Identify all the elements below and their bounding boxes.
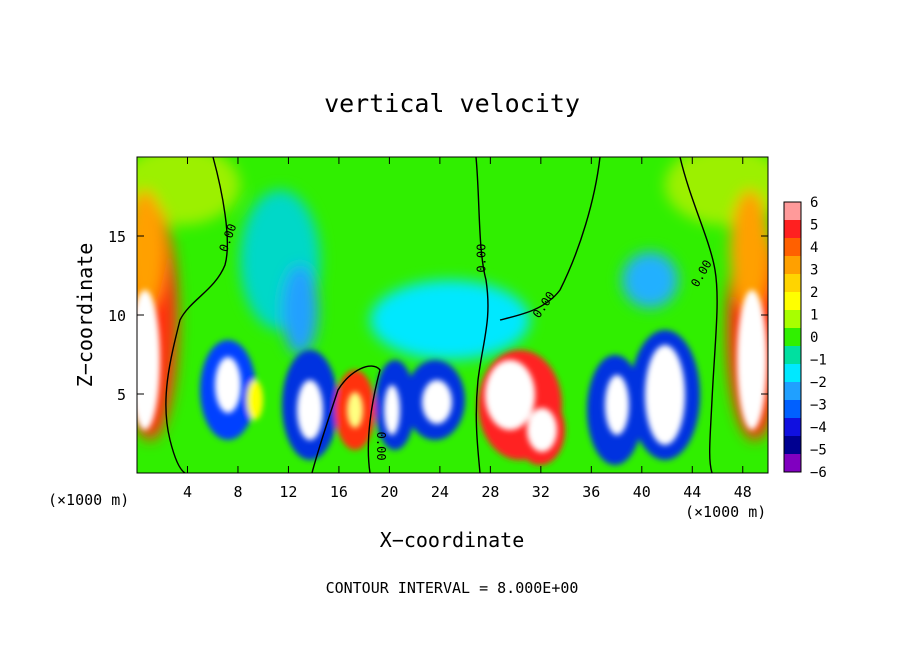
x-axis: 4 8 12 16 20 24 28 32 36 40 44 48 [183,157,752,501]
x-unit-right: (×1000 m) [685,503,766,521]
x-tick-label: 12 [279,483,297,501]
colorbar-swatch [784,256,801,275]
y-axis-label: Z−coordinate [73,243,97,388]
y-tick-label: 15 [108,228,126,246]
colorbar-swatch [784,436,801,455]
contour-label: 0.00 [474,244,488,273]
colorbar-swatch [784,418,801,437]
contour-label: 0.00 [374,432,388,461]
colorbar-swatch [784,400,801,419]
x-tick-label: 32 [532,483,550,501]
x-tick-label: 44 [683,483,701,501]
colorbar-tick-label: −6 [810,465,827,481]
colorbar-swatch [784,382,801,401]
colorbar-swatch [784,274,801,293]
x-tick-label: 24 [431,483,449,501]
x-tick-label: 28 [481,483,499,501]
colorbar-swatch [784,310,801,329]
colorbar-frame [783,201,802,473]
x-tick-label: 8 [233,483,242,501]
colorbar-swatch [784,220,801,239]
colorbar-tick-label: −1 [810,353,827,369]
colorbar-swatch [784,364,801,383]
colorbar: 6 5 4 3 2 1 0 −1 −2 −3 −4 −5 −6 [783,195,827,481]
colorbar-tick-label: 1 [810,308,818,324]
x-axis-label: X−coordinate [380,528,525,552]
colorbar-tick-label: −5 [810,443,827,459]
y-tick-label: 5 [117,386,126,404]
x-tick-label: 36 [582,483,600,501]
colorbar-tick-label: 5 [810,218,818,234]
contour-interval-note: CONTOUR INTERVAL = 8.000E+00 [326,579,579,597]
colorbar-swatch [784,346,801,365]
colorbar-tick-label: −3 [810,398,827,414]
x-unit-left: (×1000 m) [48,491,129,509]
colorbar-swatch [784,292,801,311]
colorbar-tick-label: 4 [810,240,818,256]
y-tick-label: 10 [108,307,126,325]
colorbar-tick-label: 3 [810,263,818,279]
colorbar-swatch [784,202,801,221]
chart-title: vertical velocity [324,89,580,118]
colorbar-tick-label: 2 [810,285,818,301]
colorbar-tick-label: 6 [810,195,818,211]
colorbar-swatch [784,454,801,473]
colorbar-swatch [784,238,801,257]
x-tick-label: 4 [183,483,192,501]
plot-area: 0.000.000.000.000.00 [136,156,769,474]
colorbar-tick-label: −4 [810,420,827,436]
y-axis: 5 10 15 [108,228,768,404]
x-tick-label: 20 [380,483,398,501]
x-tick-label: 48 [734,483,752,501]
x-tick-label: 16 [330,483,348,501]
x-tick-label: 40 [633,483,651,501]
colorbar-tick-label: 0 [810,330,818,346]
colorbar-swatch [784,328,801,347]
colorbar-tick-label: −2 [810,375,827,391]
